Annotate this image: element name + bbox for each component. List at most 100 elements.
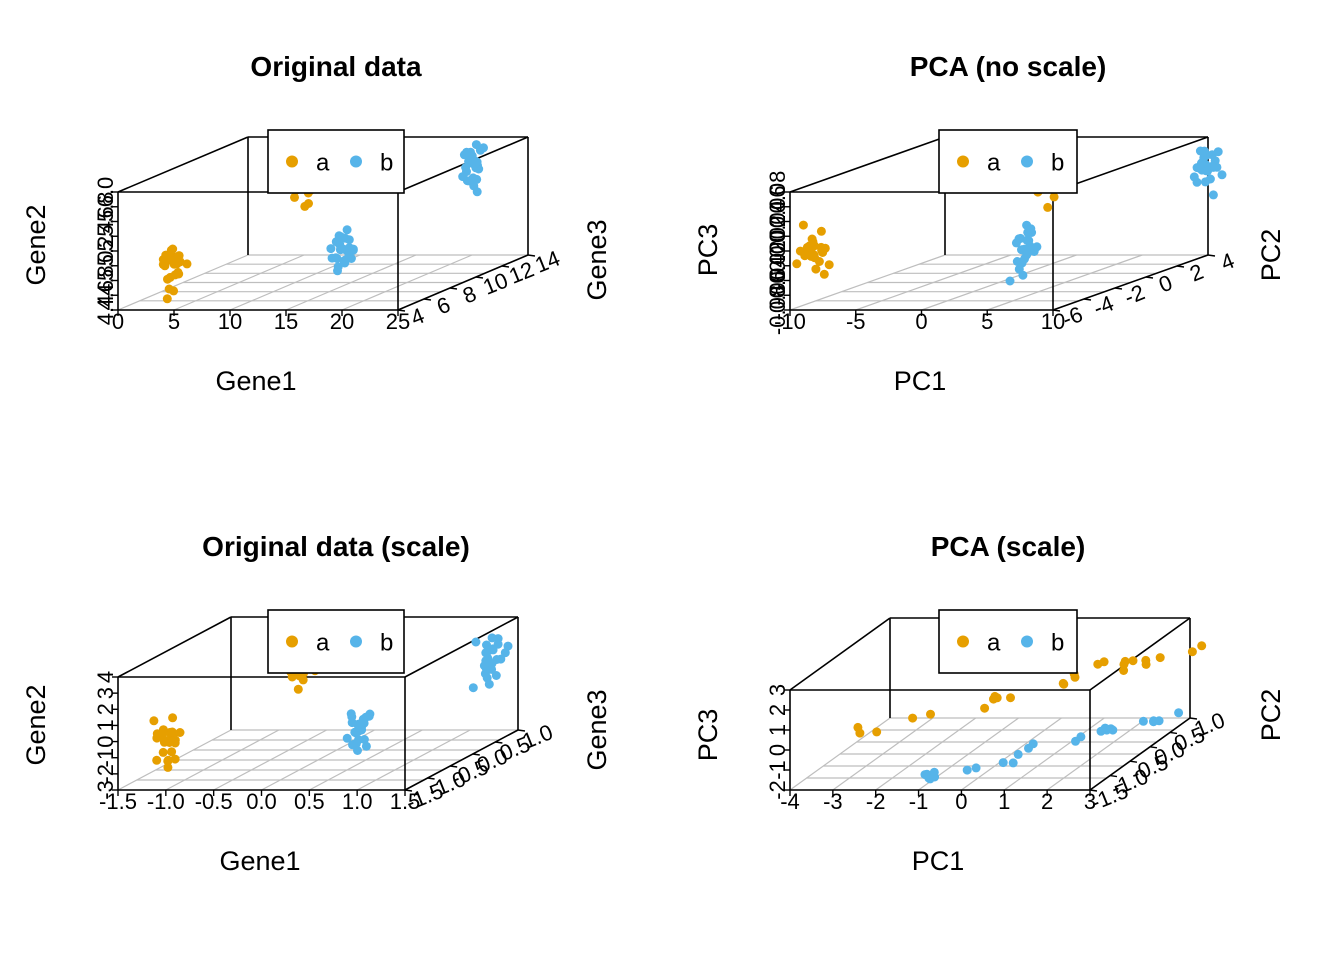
x-axis-label: PC1 [894,366,947,396]
data-point-a [160,261,170,271]
data-point-a [800,251,810,261]
x-tick-label: -0.5 [195,789,233,814]
z-tick-label: 10 [479,267,511,299]
data-point-b [1217,170,1227,180]
data-point-b [998,758,1008,768]
data-point-a [163,274,172,284]
box-edge [789,136,946,193]
data-point-a [819,269,829,279]
data-point-a [158,730,168,739]
legend-marker-a [957,635,969,648]
z-axis-label: PC2 [1256,229,1286,282]
floor-grid-line [285,254,417,311]
y-axis-label: Gene2 [21,204,51,285]
data-point-a [158,747,168,757]
chart-title: Original data (scale) [202,531,470,562]
y-tick-label: 6.0 [93,177,118,208]
data-point-a [1141,655,1151,665]
x-tick-label: 1.5 [390,789,421,814]
data-point-a [872,727,882,737]
data-point-b [1022,220,1032,230]
z-tick-mark [475,276,484,279]
x-tick-label: 0.5 [294,789,325,814]
y-tick-label: -0.02 [765,241,790,291]
data-point-a [170,738,180,748]
data-point-b [1195,146,1205,156]
x-tick-label: -3 [823,789,843,814]
data-point-a [802,242,812,252]
data-point-b [1102,725,1112,735]
data-point-b [359,735,369,744]
x-tick-label: 3 [1084,789,1096,814]
z-axis-line [1089,717,1191,791]
data-point-b [1189,172,1199,182]
legend-marker-a [957,155,969,168]
data-point-b [488,644,498,654]
data-point-b [1154,716,1164,726]
panel-original-data: 0 5 10 15 20 254.44.64.85.05.25.45.65.86.04 6 8… [21,51,612,396]
data-point-a [926,709,935,719]
data-point-b [346,254,356,263]
z-tick-mark [1176,265,1185,268]
legend-label-b: b [1051,630,1064,657]
z-tick-mark [404,789,413,792]
box-edge [789,617,891,691]
data-point-a [1059,679,1069,689]
panel-pca-no-scale: -10 -5 0 5 10-0.08-0.06-0.04-0.020.000.020.0… [693,51,1286,396]
data-point-a [989,694,998,704]
data-point-b [503,641,513,651]
y-tick-label: 2 [93,703,118,715]
x-tick-label: -4 [780,789,800,814]
floor-grid-line [921,254,1077,311]
box-edge [1052,136,1209,193]
data-point-b [333,262,343,272]
x-tick-label: 0 [112,309,124,334]
x-tick-label: -10 [774,309,806,334]
z-axis-label: Gene3 [582,689,612,770]
y-tick-label: -3 [93,780,118,800]
z-tick-label: 0 [1155,270,1176,298]
y-tick-label: 5.8 [93,191,118,222]
data-point-a [820,243,830,253]
data-point-a [175,728,185,737]
floor-grid-line [117,254,249,311]
x-tick-label: 10 [218,309,242,334]
legend-marker-b [350,635,362,648]
data-point-a [167,747,177,757]
data-point-b [475,145,485,155]
data-point-b [1195,163,1205,173]
x-tick-label: 5 [168,309,180,334]
z-tick-mark [501,265,510,268]
data-point-b [484,679,494,689]
z-axis-label: Gene3 [582,219,612,300]
y-tick-label: 5.2 [93,236,118,267]
x-tick-label: 1.0 [342,789,373,814]
chart-title: Original data [250,51,422,82]
legend-box [938,129,1078,194]
legend-label-a: a [316,630,330,657]
data-point-b [361,741,371,751]
data-point-b [481,648,491,658]
box-edge [117,136,249,193]
data-point-a [908,713,918,723]
z-tick-mark [495,741,503,744]
z-tick-mark [472,753,480,756]
y-tick-label: -1 [93,748,118,768]
data-point-a [811,264,821,274]
data-point-b [1008,758,1018,768]
data-point-b [487,633,497,643]
legend-marker-b [350,155,362,168]
floor-grid-line [173,254,305,311]
chart-title: PCA (no scale) [910,51,1107,82]
data-point-b [1028,739,1038,749]
x-tick-label: 20 [330,309,354,334]
data-point-b [468,683,478,693]
data-point-b [1022,249,1032,258]
data-point-a [798,220,808,230]
data-point-b [1013,749,1023,759]
data-point-b [1174,708,1184,718]
z-tick-label: 14 [531,245,563,277]
data-point-b [925,774,935,784]
data-point-b [491,671,501,680]
data-point-b [1032,242,1042,252]
